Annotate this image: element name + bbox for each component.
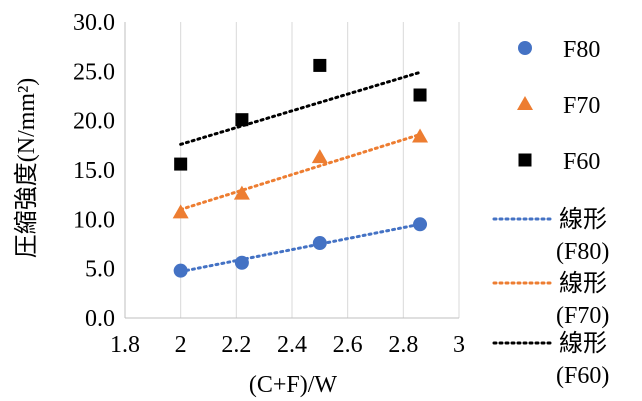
x-tick-label: 3 [453, 332, 465, 358]
y-tick-label: 10.0 [73, 207, 115, 233]
y-axis-label: 圧縮強度(N/mm²) [13, 78, 40, 259]
legend-label: 線形 [559, 206, 607, 233]
y-tick-label: 15.0 [73, 158, 115, 184]
legend-label: 線形 [559, 330, 607, 357]
x-tick-label: 2.4 [277, 332, 307, 358]
data-point-f80 [413, 217, 428, 232]
data-point-f80 [312, 236, 327, 251]
y-tick-label: 5.0 [85, 257, 115, 283]
data-point-f60 [235, 113, 249, 127]
tick-labels: 1.8 2 2.2 2.4 2.6 2.8 30.05.010.015.020.025.03… [73, 10, 465, 358]
y-tick-label: 20.0 [73, 109, 115, 135]
legend-label: (F80) [556, 239, 609, 265]
legend-label: F80 [563, 37, 600, 63]
axes [124, 22, 459, 319]
data-point-f80 [173, 263, 188, 278]
legend-marker-f60 [518, 153, 532, 167]
legend-label: (F60) [556, 363, 609, 389]
x-tick-label: 2.8 [388, 332, 418, 358]
y-tick-label: 0.0 [85, 306, 115, 332]
x-tick-label: 1.8 [110, 332, 140, 358]
x-tick-label: 2.2 [221, 332, 251, 358]
data-point-f70 [412, 128, 429, 143]
data-point-f60 [413, 88, 427, 102]
legend-label: (F70) [556, 303, 609, 329]
legend-label: F60 [563, 149, 600, 175]
data-point-f70 [311, 149, 328, 164]
data-point-f60 [313, 58, 327, 72]
x-tick-label: 2.6 [333, 332, 363, 358]
legend-marker-f70 [517, 96, 533, 110]
data-points [172, 58, 429, 278]
x-axis-label: (C+F)/W [249, 372, 338, 398]
trendline [179, 70, 422, 146]
data-point-f60 [174, 157, 188, 171]
trendline [179, 222, 422, 274]
x-tick-label: 2 [175, 332, 187, 358]
y-tick-label: 25.0 [73, 59, 115, 85]
legend-label: F70 [563, 93, 600, 119]
y-tick-label: 30.0 [73, 10, 115, 36]
legend-label: 線形 [559, 270, 607, 297]
legend-marker-f80 [518, 41, 532, 55]
data-point-f70 [233, 185, 250, 200]
trendlines [179, 70, 422, 274]
data-point-f70 [172, 204, 189, 219]
data-point-f80 [234, 255, 249, 270]
trendline [179, 132, 422, 211]
